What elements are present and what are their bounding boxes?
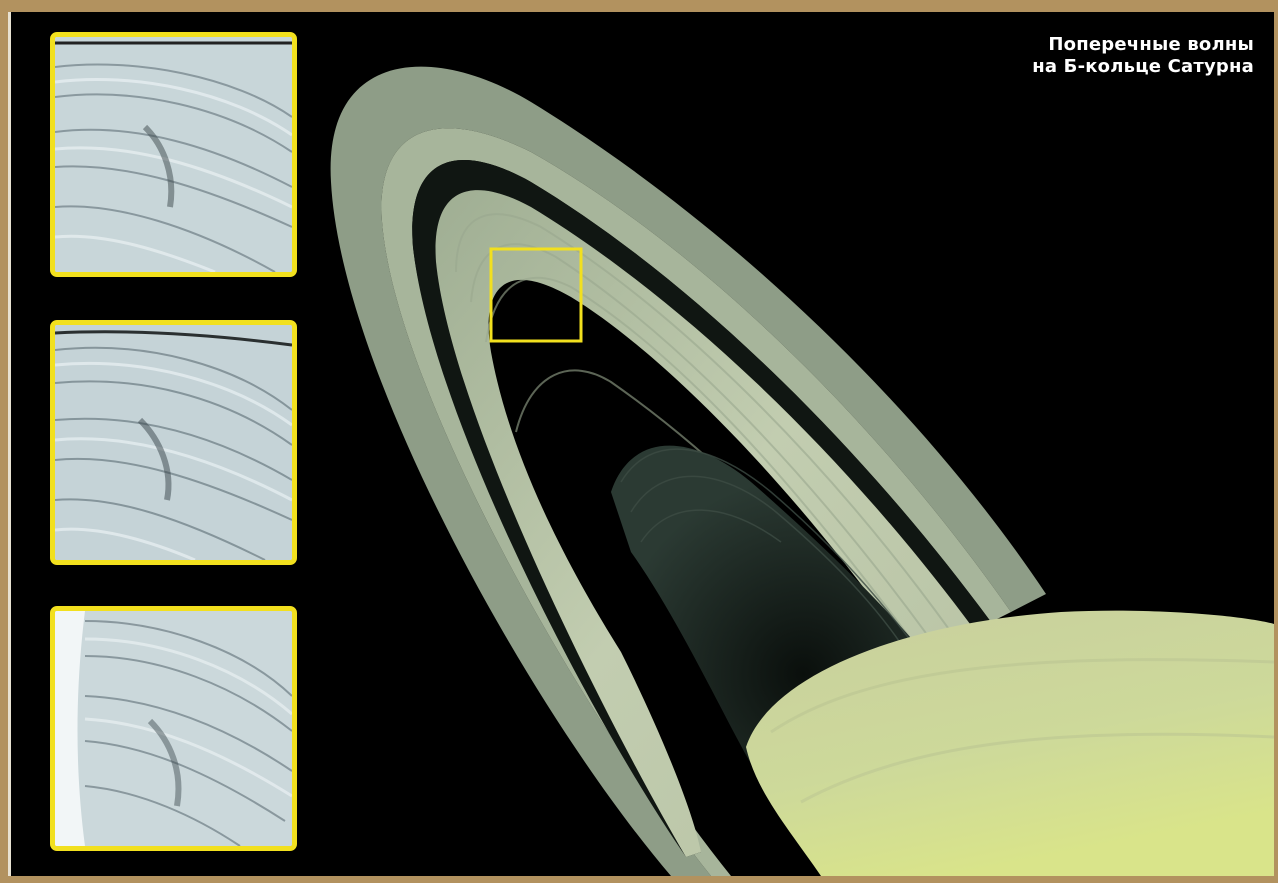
planet-bands bbox=[770, 658, 1274, 804]
caption-line-2: на Б-кольце Сатурна bbox=[1032, 56, 1254, 77]
image-stage: Поперечные волны на Б-кольце Сатурна bbox=[8, 12, 1274, 876]
caption-title: Поперечные волны на Б-кольце Сатурна bbox=[1032, 34, 1254, 78]
inset-top-image bbox=[55, 37, 292, 272]
inset-bottom bbox=[50, 606, 297, 851]
highlight-box bbox=[489, 247, 583, 343]
caption-line-1: Поперечные волны bbox=[1048, 34, 1254, 55]
inset-middle-image bbox=[55, 325, 292, 560]
saturn-rings-image bbox=[330, 66, 1274, 876]
ring-c-lines bbox=[620, 448, 927, 668]
inset-bottom-image bbox=[55, 611, 292, 846]
ring-a bbox=[330, 66, 1047, 876]
inset-middle bbox=[50, 320, 297, 565]
inset-top bbox=[50, 32, 297, 277]
